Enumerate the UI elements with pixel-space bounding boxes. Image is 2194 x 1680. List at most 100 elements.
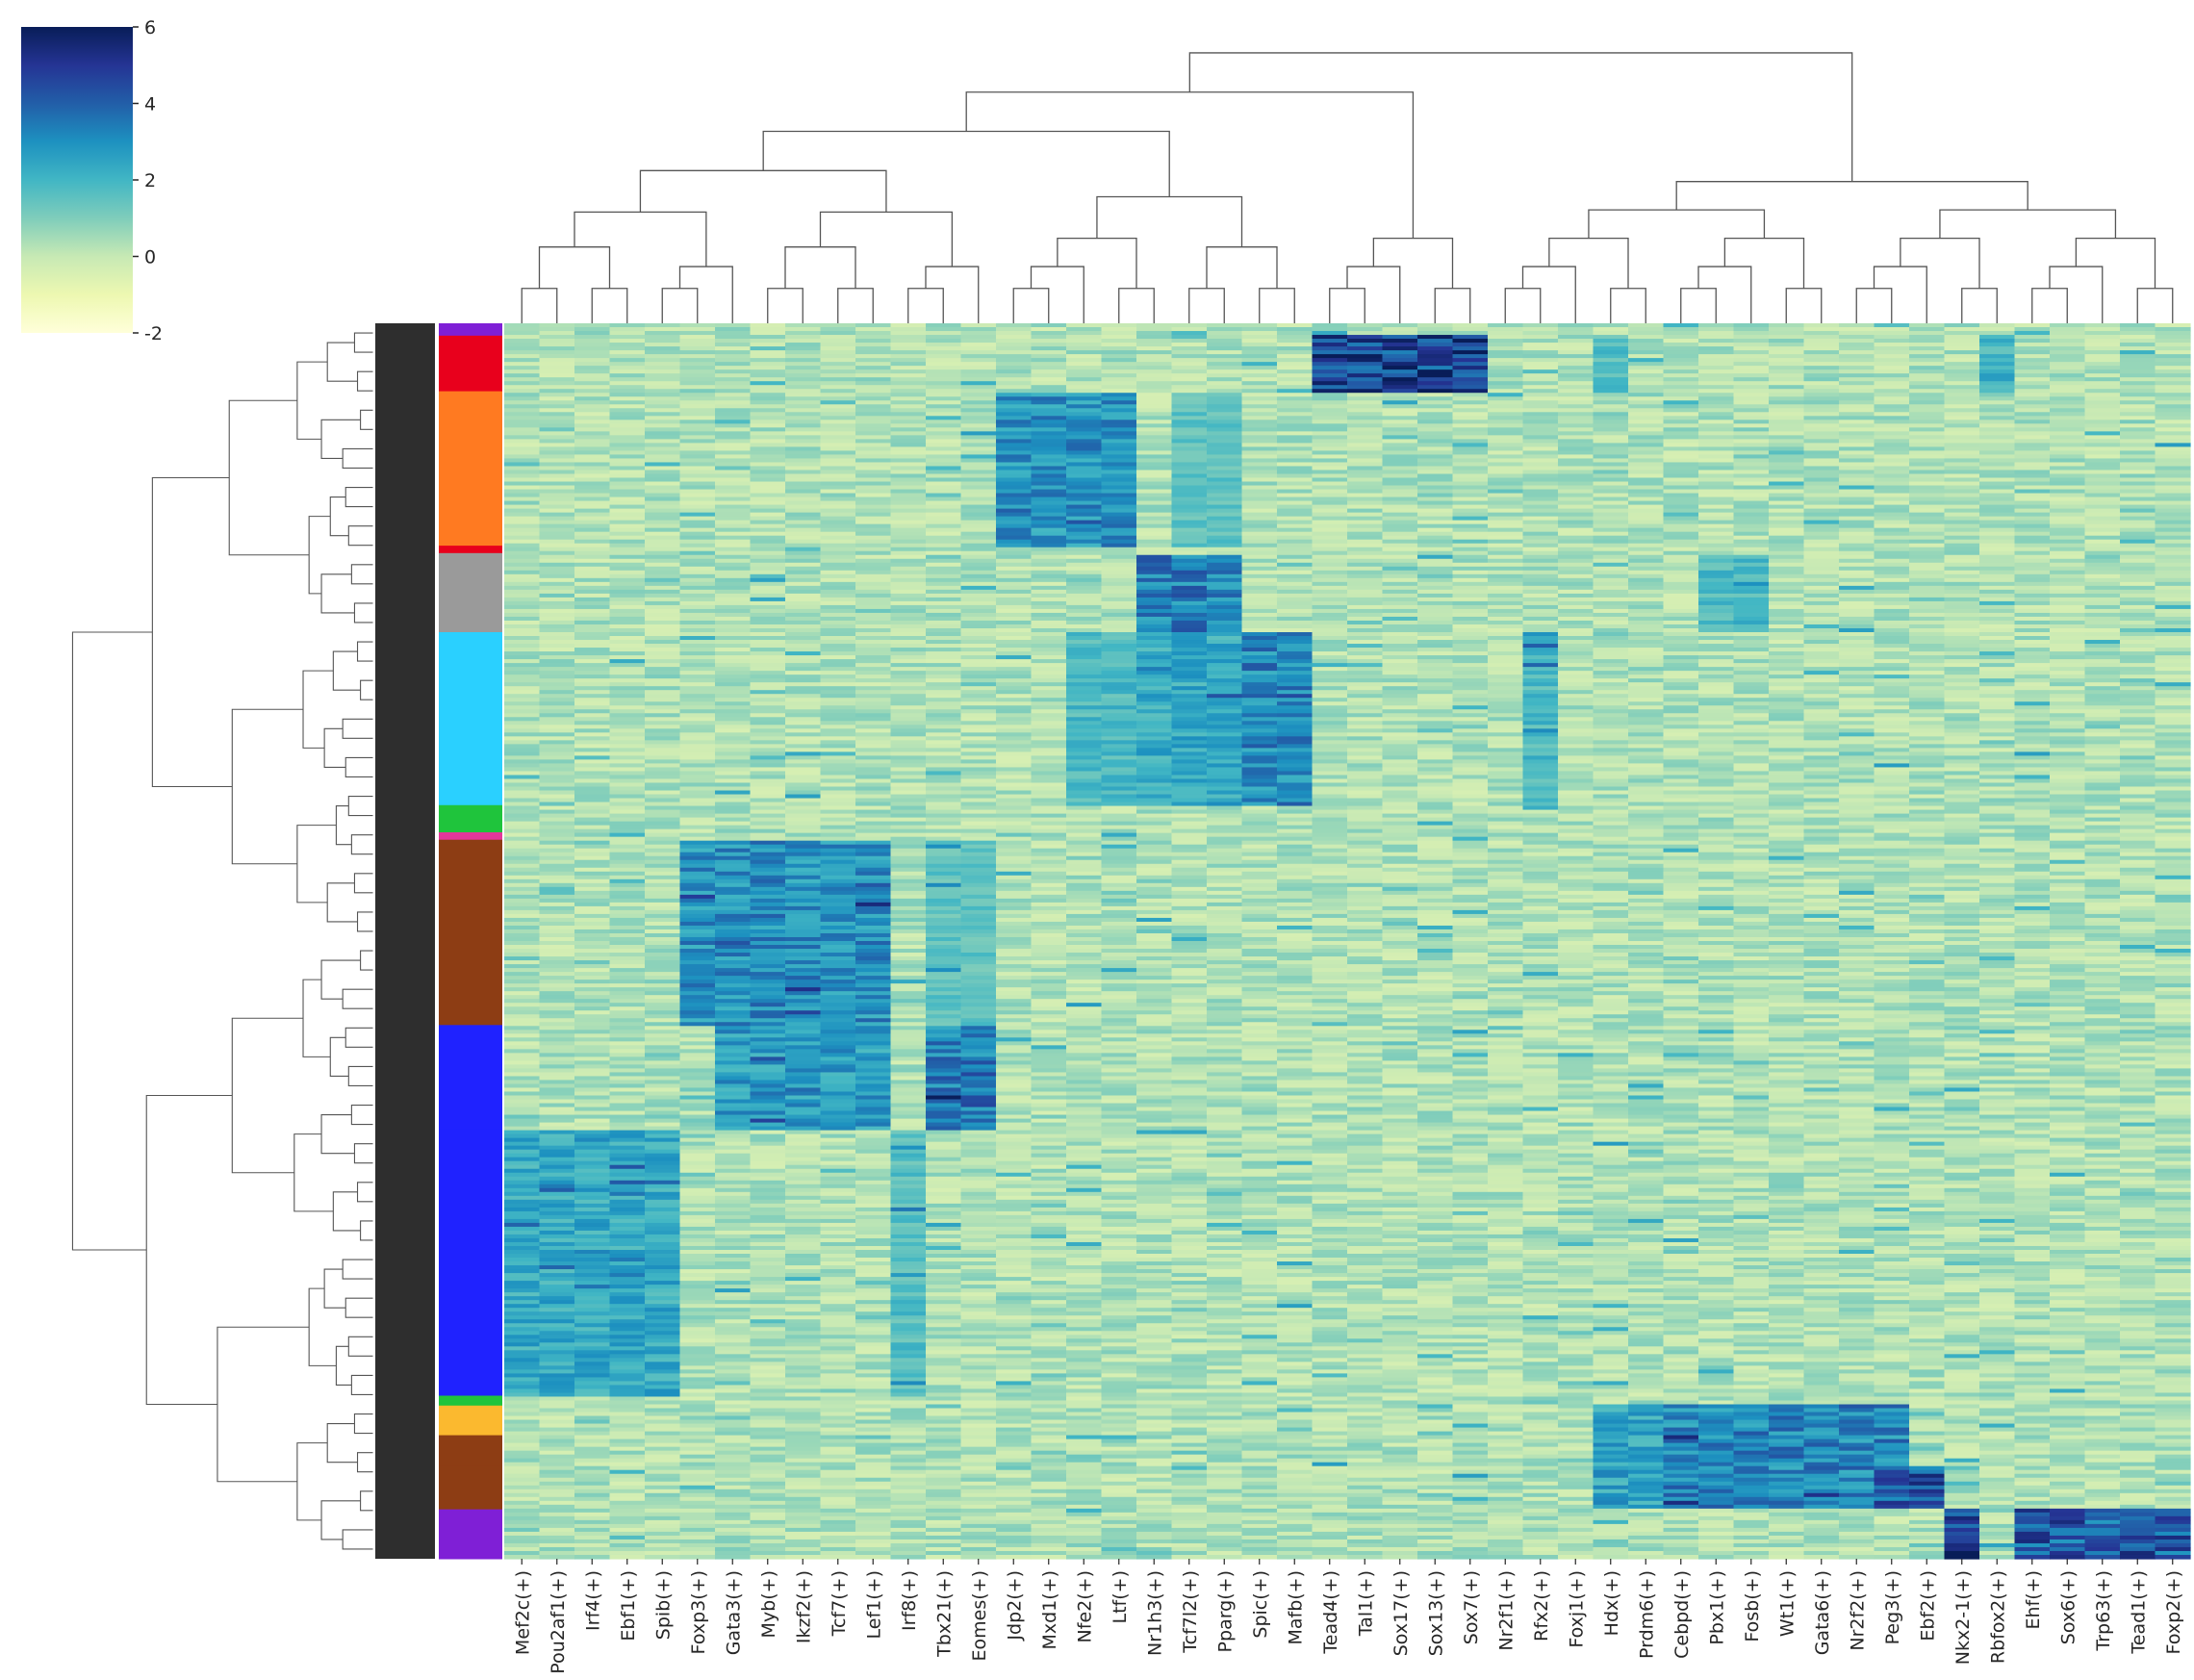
heatmap-cell bbox=[960, 782, 997, 788]
dendrogram-link bbox=[320, 1500, 361, 1540]
heatmap-cell bbox=[750, 616, 786, 622]
heatmap-cell bbox=[750, 1203, 786, 1209]
heatmap-cell bbox=[645, 1056, 681, 1061]
heatmap-cell bbox=[715, 686, 752, 691]
heatmap-cell bbox=[504, 1454, 541, 1460]
heatmap-cell bbox=[679, 878, 716, 884]
heatmap-cell bbox=[996, 1400, 1033, 1406]
heatmap-cell bbox=[996, 932, 1033, 938]
heatmap-cell bbox=[645, 1118, 681, 1124]
heatmap-cell bbox=[750, 936, 786, 942]
heatmap-cell bbox=[890, 905, 927, 911]
heatmap-cell bbox=[645, 1122, 681, 1128]
heatmap-cell bbox=[715, 840, 752, 846]
heatmap-cell bbox=[504, 1288, 541, 1293]
heatmap-cell bbox=[750, 1365, 786, 1370]
heatmap-cell bbox=[504, 431, 541, 436]
heatmap-cell bbox=[715, 1261, 752, 1266]
heatmap-cell bbox=[679, 721, 716, 725]
heatmap-cell bbox=[539, 1022, 575, 1027]
heatmap-cell bbox=[609, 1133, 646, 1139]
heatmap-cell bbox=[750, 991, 786, 996]
heatmap-cell bbox=[785, 898, 822, 904]
heatmap-cell bbox=[926, 949, 962, 954]
heatmap-cell bbox=[926, 620, 962, 625]
heatmap-cell bbox=[820, 775, 856, 780]
heatmap-cell bbox=[609, 589, 646, 595]
heatmap-cell bbox=[820, 1118, 856, 1124]
heatmap-cell bbox=[715, 493, 752, 498]
heatmap-cell bbox=[750, 366, 786, 370]
heatmap-cell bbox=[609, 1546, 646, 1552]
dendrogram-link bbox=[1434, 288, 1471, 323]
heatmap-cell bbox=[715, 964, 752, 969]
heatmap-cell bbox=[996, 1210, 1033, 1216]
heatmap-cell bbox=[996, 1245, 1033, 1251]
heatmap-cell bbox=[750, 878, 786, 884]
heatmap-cell bbox=[996, 393, 1033, 397]
heatmap-cell bbox=[504, 404, 541, 409]
heatmap-cell bbox=[539, 493, 575, 498]
heatmap-cell bbox=[960, 431, 997, 436]
heatmap-cell bbox=[785, 1030, 822, 1034]
heatmap-cell bbox=[679, 462, 716, 468]
heatmap-cell bbox=[855, 983, 892, 988]
heatmap-cell bbox=[679, 1554, 716, 1560]
heatmap-cell bbox=[890, 1442, 927, 1448]
heatmap-cell bbox=[504, 1018, 541, 1023]
heatmap-cell bbox=[960, 878, 997, 884]
dendrogram-link bbox=[1118, 288, 1155, 323]
dendrogram-link bbox=[347, 1065, 373, 1087]
heatmap-cell bbox=[679, 439, 716, 444]
heatmap-cell bbox=[609, 1273, 646, 1278]
dendrogram-link bbox=[538, 246, 611, 289]
heatmap-cell bbox=[926, 798, 962, 803]
heatmap-cell bbox=[574, 905, 611, 911]
heatmap-cell bbox=[539, 878, 575, 884]
heatmap-cell bbox=[715, 1207, 752, 1212]
heatmap-cell bbox=[820, 755, 856, 761]
heatmap-cell bbox=[679, 369, 716, 374]
heatmap-cell bbox=[996, 972, 1033, 977]
heatmap-cell bbox=[539, 1285, 575, 1289]
heatmap-cell bbox=[1031, 385, 1067, 390]
heatmap-cell bbox=[715, 778, 752, 784]
heatmap-cell bbox=[750, 500, 786, 506]
dendrogram-link bbox=[1588, 209, 1766, 239]
heatmap-cell bbox=[960, 381, 997, 386]
heatmap-cell bbox=[785, 562, 822, 568]
heatmap-cell bbox=[504, 840, 541, 846]
heatmap-cell bbox=[926, 500, 962, 506]
heatmap-cell bbox=[715, 1130, 752, 1135]
heatmap-cell bbox=[574, 1130, 611, 1135]
heatmap-cell bbox=[820, 1362, 856, 1366]
heatmap-cell bbox=[750, 1199, 786, 1205]
heatmap-cell bbox=[609, 1373, 646, 1379]
heatmap-cell bbox=[960, 1481, 997, 1487]
heatmap-cell bbox=[820, 1022, 856, 1027]
heatmap-cell bbox=[645, 1237, 681, 1243]
heatmap-cell bbox=[645, 366, 681, 370]
heatmap-cell bbox=[645, 1304, 681, 1309]
heatmap-cell bbox=[504, 1277, 541, 1282]
heatmap-cell bbox=[926, 813, 962, 819]
heatmap-cell bbox=[820, 1265, 856, 1270]
heatmap-cell bbox=[996, 558, 1033, 564]
heatmap-cell bbox=[574, 1308, 611, 1312]
heatmap-cell bbox=[855, 377, 892, 382]
heatmap-cell bbox=[645, 832, 681, 838]
heatmap-cell bbox=[574, 1199, 611, 1205]
heatmap-cell bbox=[785, 953, 822, 957]
heatmap-cell bbox=[679, 443, 716, 447]
heatmap-cell bbox=[574, 1006, 611, 1011]
heatmap-cell bbox=[855, 1338, 892, 1343]
heatmap-cell bbox=[645, 960, 681, 965]
heatmap-cell bbox=[890, 929, 927, 934]
heatmap-cell bbox=[820, 675, 856, 679]
heatmap-cell bbox=[785, 1388, 822, 1394]
heatmap-cell bbox=[926, 682, 962, 687]
heatmap-cell bbox=[645, 983, 681, 988]
dendrogram-link bbox=[356, 1452, 373, 1473]
heatmap-cell bbox=[574, 678, 611, 683]
heatmap-cell bbox=[609, 512, 646, 518]
